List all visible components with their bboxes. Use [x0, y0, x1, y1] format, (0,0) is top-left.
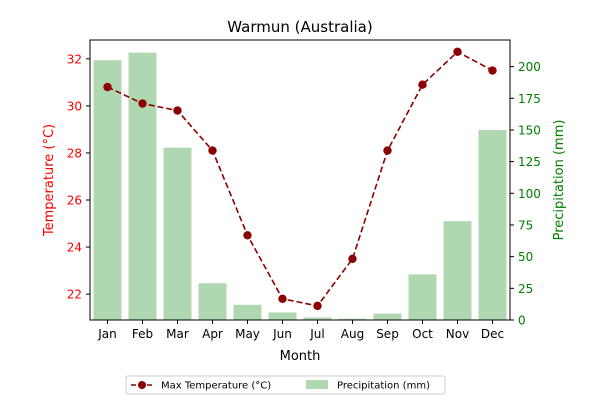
x-tick-label: Jan: [97, 327, 117, 341]
temperature-point-apr: [208, 146, 217, 155]
legend-precipitation-swatch-icon: [306, 380, 328, 389]
left-tick-label: 24: [67, 241, 82, 255]
temperature-line: [107, 50, 493, 307]
x-tick-label: Apr: [202, 327, 223, 341]
temperature-point-dec: [488, 66, 497, 75]
precipitation-bar-jul: [303, 317, 332, 320]
temperature-point-aug: [348, 254, 357, 264]
precipitation-bar-apr: [198, 283, 227, 320]
precipitation-bars: [93, 52, 507, 321]
right-tick-label: 150: [518, 123, 541, 137]
precipitation-bar-dec: [478, 129, 507, 320]
plot-frame: [89, 39, 511, 321]
right-tick-label: 75: [518, 218, 533, 232]
right-tick-label: 0: [518, 314, 526, 328]
legend-precipitation-label: Precipitation (mm): [337, 381, 430, 392]
left-tick-label: 22: [67, 288, 82, 302]
left-axis-label: Temperature (°C): [42, 124, 57, 237]
temperature-point-oct: [418, 80, 427, 89]
legend-frame: [125, 375, 446, 395]
temperature-line-layer: [103, 47, 497, 311]
precipitation-bar-aug: [338, 318, 367, 320]
right-axis-ticks: 0 25 50 75 100 125 150 175 200: [510, 60, 541, 328]
x-axis-ticks: Jan Feb Mar Apr May Jun Jul Aug Sep Oct Nov Dec: [97, 320, 504, 341]
temperature-point-sep: [383, 146, 392, 155]
left-tick-label: 28: [67, 146, 82, 160]
legend: Max Temperature (°C) Precipitation (mm): [125, 375, 446, 395]
precipitation-bar-mar: [163, 147, 192, 320]
x-tick-label: Aug: [341, 327, 364, 341]
x-tick-label: Sep: [376, 327, 399, 341]
precipitation-bar-sep: [373, 313, 402, 320]
right-tick-label: 200: [518, 60, 541, 74]
x-tick-label: Oct: [412, 327, 433, 341]
x-tick-label: Dec: [481, 327, 504, 341]
legend-temperature-label: Max Temperature (°C): [161, 381, 271, 392]
left-tick-label: 30: [67, 99, 82, 113]
precipitation-bar-jan: [93, 60, 122, 321]
temperature-point-may: [243, 231, 252, 240]
right-tick-label: 175: [518, 92, 541, 106]
precipitation-bar-nov: [443, 221, 472, 320]
x-tick-label: Mar: [166, 327, 189, 341]
x-tick-label: Feb: [132, 327, 153, 341]
temperature-point-feb: [138, 99, 147, 108]
x-tick-label: May: [235, 327, 260, 341]
temperature-point-mar: [173, 106, 182, 115]
x-axis-label: Month: [280, 349, 321, 364]
x-tick-label: Jun: [272, 327, 292, 341]
temperature-point-jul: [313, 301, 322, 311]
precipitation-bar-feb: [128, 52, 157, 321]
x-tick-label: Jul: [309, 327, 324, 341]
left-tick-label: 32: [67, 52, 82, 66]
x-tick-label: Nov: [446, 327, 469, 341]
precipitation-bar-oct: [408, 274, 437, 320]
right-tick-label: 100: [518, 187, 541, 201]
temperature-point-nov: [453, 47, 462, 56]
temperature-point-jun: [278, 294, 287, 304]
right-tick-label: 25: [518, 282, 533, 296]
right-tick-label: 125: [518, 155, 541, 169]
chart-title: Warmun (Australia): [227, 18, 372, 36]
precipitation-bar-may: [233, 304, 262, 320]
left-tick-label: 26: [67, 194, 82, 208]
precipitation-bar-jun: [268, 312, 297, 320]
legend-temperature-marker-icon: [138, 381, 146, 389]
left-axis-ticks: 22 24 26 28 30 32: [67, 52, 90, 302]
right-axis-label: Precipitation (mm): [552, 120, 567, 241]
temperature-point-jan: [103, 82, 112, 92]
right-tick-label: 50: [518, 250, 533, 264]
